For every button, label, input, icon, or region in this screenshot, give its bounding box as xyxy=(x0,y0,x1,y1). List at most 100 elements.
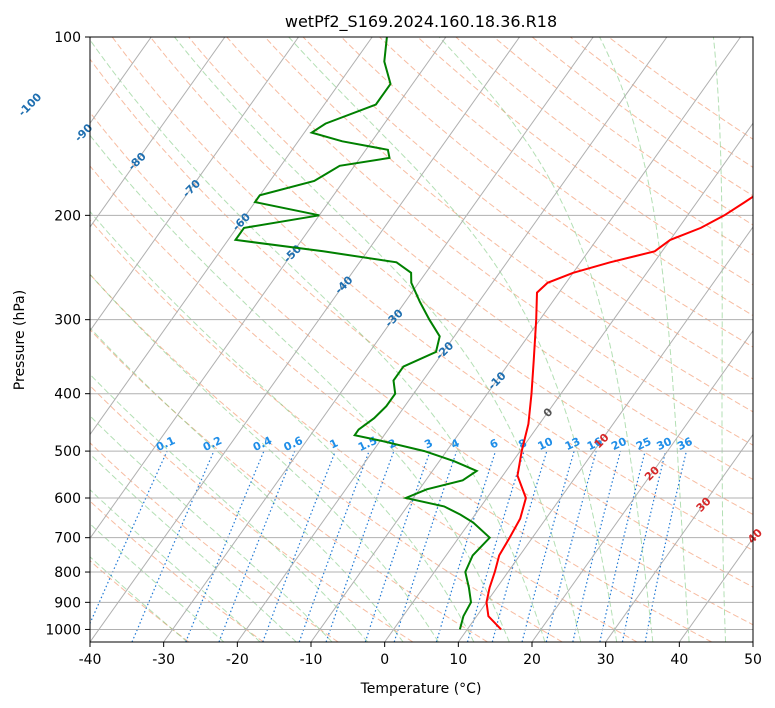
isotherms xyxy=(0,37,753,642)
moist-adiabat-line xyxy=(712,37,727,642)
moist-adiabat-line xyxy=(174,37,582,642)
moist-adiabat-line xyxy=(90,556,188,642)
y-tick-label: 900 xyxy=(54,595,81,611)
mixing-ratio-label: 10 xyxy=(536,435,556,453)
isotherm-line xyxy=(163,37,594,642)
isotherm-line xyxy=(90,37,299,332)
isotherm-label: -100 xyxy=(16,90,45,119)
background-lines xyxy=(0,37,753,642)
dry-adiabat-line xyxy=(302,37,753,380)
dry-adiabat-line xyxy=(379,37,753,317)
x-tick-label: -40 xyxy=(79,652,102,668)
dry-adiabat-line xyxy=(150,37,753,516)
moist-adiabat-line xyxy=(288,37,618,642)
x-tick-label: -10 xyxy=(300,652,323,668)
mixing-ratio-label: 20 xyxy=(609,435,629,453)
mixing-ratio-label: 25 xyxy=(634,435,653,453)
dewpoint-profile xyxy=(233,37,492,630)
mixing-ratio-line xyxy=(466,450,525,642)
x-tick-label: 20 xyxy=(523,652,541,668)
moist-adiabat-line xyxy=(90,210,475,642)
y-tick-label: 600 xyxy=(54,491,81,507)
plot-background xyxy=(90,37,753,642)
moist-adiabat-line xyxy=(90,134,510,642)
dry-adiabat-line xyxy=(417,37,753,286)
dry-adiabat-line xyxy=(90,111,753,626)
y-tick-label: 400 xyxy=(54,387,81,403)
x-tick-label: -30 xyxy=(152,652,175,668)
mixing-ratio-label: 30 xyxy=(655,435,675,453)
isotherm-line xyxy=(310,37,741,642)
plot-frame xyxy=(89,36,754,643)
isotherm-line xyxy=(90,37,520,642)
y-tick-label: 200 xyxy=(54,208,81,224)
dry-adiabat-line xyxy=(188,37,753,481)
moist-adiabat-line xyxy=(438,37,654,642)
dry-adiabat-line xyxy=(90,385,414,642)
dry-adiabat-line xyxy=(90,219,638,642)
mixing-ratio-label: 13 xyxy=(563,435,582,453)
mixing-ratio-line xyxy=(599,450,646,642)
x-tick-label: 10 xyxy=(449,652,467,668)
y-tick-label: 100 xyxy=(54,30,81,46)
isotherm-line xyxy=(457,226,753,642)
mixing-ratio-label: 16 xyxy=(585,435,605,453)
y-tick-label: 300 xyxy=(54,313,81,329)
dry-adiabat-line xyxy=(570,37,753,168)
profiles xyxy=(233,37,753,631)
dry-adiabat-line xyxy=(531,37,753,197)
moist-adiabat-line xyxy=(90,327,404,642)
y-tick-label: 500 xyxy=(54,444,81,460)
mixing-ratio-line xyxy=(325,450,395,642)
x-axis-ticks: -40 -30 -20 -10 0 10 20 30 40 50 xyxy=(79,642,762,668)
temperature-profile xyxy=(485,195,753,631)
dry-adiabat-line xyxy=(340,37,753,348)
y-tick-label: 800 xyxy=(54,565,81,581)
isotherm-line xyxy=(236,37,668,642)
moist-adiabat-line xyxy=(599,37,690,642)
isotherm-line xyxy=(678,537,753,642)
mixing-ratio-line xyxy=(131,450,215,642)
mixing-ratio-line xyxy=(621,450,667,642)
moist-adiabat-line xyxy=(90,523,225,642)
dry-adiabat-line xyxy=(90,328,488,642)
x-tick-label: 40 xyxy=(670,652,688,668)
moist-adiabat-line xyxy=(90,373,369,642)
dry-adiabats xyxy=(90,37,753,642)
mixing-ratio-line xyxy=(521,450,575,642)
mixing-ratio-line xyxy=(393,450,458,642)
moist-adiabat-line xyxy=(90,415,333,642)
dry-adiabat-line xyxy=(90,500,264,642)
dry-adiabat-line xyxy=(608,37,753,140)
mixing-ratio-label: 36 xyxy=(675,435,695,453)
x-tick-label: 50 xyxy=(744,652,762,668)
isotherm-line xyxy=(531,329,753,642)
isotherm-line xyxy=(384,122,753,642)
dry-adiabat-line xyxy=(90,165,712,642)
chart-title: wetPf2_S169.2024.160.18.36.R18 xyxy=(285,12,557,32)
dry-adiabat-line xyxy=(90,273,563,642)
dry-adiabat-line xyxy=(111,37,753,551)
moist-adiabat-line xyxy=(90,273,440,642)
y-tick-label: 700 xyxy=(54,531,81,547)
isotherm-line xyxy=(752,641,753,642)
isotherm-line xyxy=(90,37,373,436)
mixing-ratio-line xyxy=(572,450,622,642)
isotherm-line xyxy=(0,37,4,642)
dry-adiabat-line xyxy=(226,37,753,446)
y-tick-label: 1000 xyxy=(45,622,81,638)
x-tick-label: 0 xyxy=(380,652,389,668)
mixing-ratio-line xyxy=(90,450,168,625)
x-tick-label: -20 xyxy=(226,652,249,668)
mixing-ratio-line xyxy=(298,450,370,642)
pressure-gridlines xyxy=(90,37,753,630)
y-axis-label: Pressure (hPa) xyxy=(12,290,28,390)
isotherm-line xyxy=(90,37,226,228)
y-axis-ticks: 100 200 300 400 500 600 700 800 900 1000 xyxy=(45,30,90,638)
mixing-ratio-line xyxy=(491,450,548,642)
dry-adiabat-line xyxy=(264,37,753,413)
mixing-ratio-line xyxy=(644,450,687,642)
mixing-ratio-line xyxy=(435,450,497,642)
x-axis-label: Temperature (°C) xyxy=(360,681,482,697)
